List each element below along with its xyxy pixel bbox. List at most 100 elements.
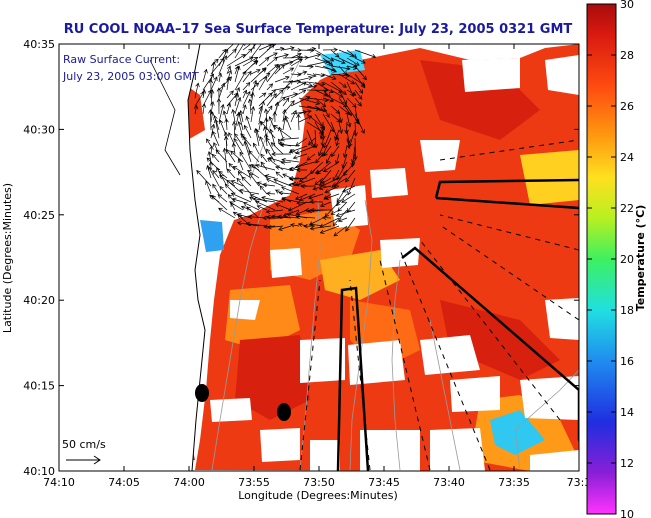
- current-vector: [247, 170, 260, 179]
- current-vector: [250, 194, 268, 203]
- current-vector: [231, 180, 244, 187]
- current-vector: [274, 48, 284, 51]
- current-vector: [226, 49, 237, 59]
- current-vector-head: [355, 61, 360, 66]
- current-vector: [315, 153, 324, 164]
- current-vector-head: [239, 151, 244, 157]
- scale-arrow: [66, 455, 101, 465]
- surface-current-vectors: [193, 44, 377, 237]
- current-vector: [306, 153, 316, 161]
- current-vector: [242, 44, 252, 51]
- current-vector: [296, 216, 316, 219]
- current-vector-head: [278, 138, 283, 144]
- current-vector-head: [307, 208, 312, 214]
- current-vector: [261, 197, 284, 203]
- current-vector: [248, 150, 260, 163]
- current-vector-head: [226, 76, 231, 81]
- current-vector-head: [325, 159, 330, 164]
- current-vector-head: [358, 89, 363, 94]
- current-vector-head: [193, 104, 199, 110]
- current-vector-head: [329, 98, 335, 103]
- current-vector-head: [312, 73, 317, 78]
- current-vector-head: [289, 149, 295, 154]
- current-vector: [240, 133, 252, 147]
- x-tick-label: 74:10: [43, 476, 75, 489]
- current-vector: [230, 202, 236, 211]
- current-vector: [324, 201, 340, 217]
- current-vector: [326, 153, 332, 164]
- current-vector-head: [262, 182, 267, 188]
- current-vector: [322, 113, 335, 132]
- current-vector: [255, 128, 260, 147]
- current-vector-head: [253, 59, 258, 65]
- x-tick-label: 73:35: [498, 476, 530, 489]
- current-vector: [258, 92, 267, 99]
- current-vector-head: [230, 192, 236, 197]
- x-axis-label: Longitude (Degrees:Minutes): [238, 489, 398, 502]
- current-vector: [266, 209, 284, 213]
- current-vector-head: [201, 89, 207, 94]
- current-vector-head: [323, 143, 328, 149]
- current-vector-head: [298, 177, 304, 183]
- current-label: Raw Surface Current:: [63, 53, 180, 66]
- colorbar-label: Temperature (°C): [634, 205, 647, 312]
- current-vector: [271, 216, 292, 219]
- current-vector: [258, 72, 270, 83]
- current-vector: [354, 73, 366, 88]
- current-vector-head: [226, 102, 232, 108]
- current-vector-head: [222, 147, 228, 153]
- current-vector-head: [275, 65, 281, 70]
- current-vector-head: [333, 232, 339, 237]
- current-vector: [330, 49, 340, 58]
- current-vector: [194, 83, 199, 99]
- current-vector-head: [268, 83, 274, 88]
- current-vector-head: [213, 115, 218, 120]
- current-vector-head: [288, 60, 294, 65]
- current-vector-head: [267, 157, 272, 163]
- current-vector: [346, 49, 357, 58]
- current-vector-head: [268, 105, 273, 110]
- current-vector: [333, 225, 348, 237]
- current-vector: [298, 97, 320, 105]
- current-vector: [349, 129, 356, 147]
- current-vector: [230, 150, 244, 163]
- current-vector: [290, 89, 306, 99]
- no-data-patches: [60, 55, 579, 471]
- current-vector-head: [247, 169, 252, 175]
- current-vector-head: [269, 128, 274, 134]
- current-vector: [255, 201, 276, 211]
- x-tick-label: 73:3: [567, 476, 592, 489]
- current-vector-head: [342, 153, 348, 158]
- current-vector: [232, 198, 244, 203]
- current-vector-head: [361, 59, 366, 64]
- current-vector: [237, 222, 260, 227]
- current-vector: [331, 177, 348, 188]
- current-vector-head: [216, 97, 222, 103]
- current-vector: [290, 177, 308, 180]
- current-vector: [295, 177, 316, 186]
- current-vector-head: [207, 151, 212, 156]
- current-vector: [258, 121, 262, 131]
- current-vector-head: [281, 96, 286, 102]
- current-vector-head: [284, 115, 289, 121]
- current-vector: [354, 65, 367, 80]
- current-vector: [210, 109, 212, 131]
- current-vector-head: [316, 53, 321, 58]
- current-vector-head: [290, 222, 295, 228]
- current-vector: [309, 223, 324, 227]
- current-vector-head: [206, 138, 211, 143]
- current-vector: [264, 126, 268, 139]
- current-vector: [212, 184, 220, 195]
- current-vector-head: [252, 79, 258, 85]
- current-vector: [295, 161, 316, 168]
- current-vector-head: [282, 212, 288, 217]
- current-vector-head: [272, 111, 278, 116]
- current-vector: [246, 116, 252, 131]
- current-vector-head: [338, 118, 343, 124]
- current-vector: [346, 113, 351, 127]
- current-vector: [352, 153, 356, 164]
- current-vector-head: [245, 115, 250, 121]
- current-vector-head: [355, 119, 360, 125]
- current-vector-head: [335, 212, 341, 217]
- current-vector: [281, 161, 292, 164]
